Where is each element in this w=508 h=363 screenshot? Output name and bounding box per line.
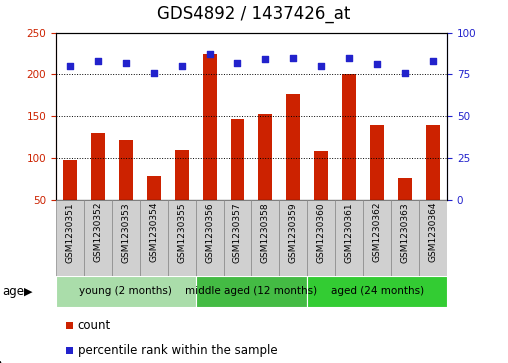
Point [373,61,381,67]
Bar [335,200,363,276]
Bar [196,200,224,276]
Text: young (2 months): young (2 months) [79,286,172,296]
Point [317,63,325,69]
Text: aged (24 months): aged (24 months) [331,286,424,296]
Bar [91,133,105,200]
Text: GSM1230353: GSM1230353 [121,202,130,262]
Bar [314,151,328,200]
Bar [279,200,307,276]
Bar [363,200,391,276]
Point [290,55,298,61]
Text: percentile rank within the sample: percentile rank within the sample [78,344,277,357]
Point [66,63,74,69]
Bar [224,200,251,276]
Text: GSM1230352: GSM1230352 [93,202,102,262]
Bar [307,200,335,276]
Bar [426,125,440,200]
Text: ▶: ▶ [24,286,33,296]
Point [429,58,437,64]
Point [178,63,186,69]
Bar [231,119,244,200]
Text: GSM1230356: GSM1230356 [205,202,214,262]
Bar [398,178,412,200]
Text: GSM1230360: GSM1230360 [317,202,326,262]
Bar [203,54,216,200]
Bar [56,276,196,307]
Text: count: count [78,319,111,332]
Bar [287,94,300,200]
Bar [119,139,133,200]
Text: GSM1230357: GSM1230357 [233,202,242,262]
Text: GSM1230364: GSM1230364 [429,202,437,262]
Text: middle aged (12 months): middle aged (12 months) [185,286,318,296]
Bar [391,200,419,276]
Bar [196,276,307,307]
Text: GSM1230354: GSM1230354 [149,202,158,262]
Point [234,60,242,66]
Bar [259,114,272,200]
Bar [140,200,168,276]
Bar [147,176,161,200]
Text: GSM1230361: GSM1230361 [345,202,354,262]
Bar [112,200,140,276]
Point [150,70,158,76]
Text: GSM1230363: GSM1230363 [401,202,409,262]
Point [205,52,214,57]
Text: GSM1230355: GSM1230355 [177,202,186,262]
Point [401,70,409,76]
Point [261,57,269,62]
Bar [56,200,84,276]
Bar [370,125,384,200]
Point [345,55,354,61]
Bar [342,74,356,200]
Text: GSM1230358: GSM1230358 [261,202,270,262]
Bar [168,200,196,276]
Bar [307,276,447,307]
Bar [251,200,279,276]
Bar [175,150,188,200]
Point [122,60,130,66]
Bar [63,160,77,200]
Text: age: age [3,285,24,298]
Text: GSM1230359: GSM1230359 [289,202,298,262]
Bar [84,200,112,276]
Point [93,58,102,64]
Bar [419,200,447,276]
Text: GDS4892 / 1437426_at: GDS4892 / 1437426_at [157,5,351,24]
Text: GSM1230351: GSM1230351 [66,202,74,262]
Text: GSM1230362: GSM1230362 [373,202,382,262]
